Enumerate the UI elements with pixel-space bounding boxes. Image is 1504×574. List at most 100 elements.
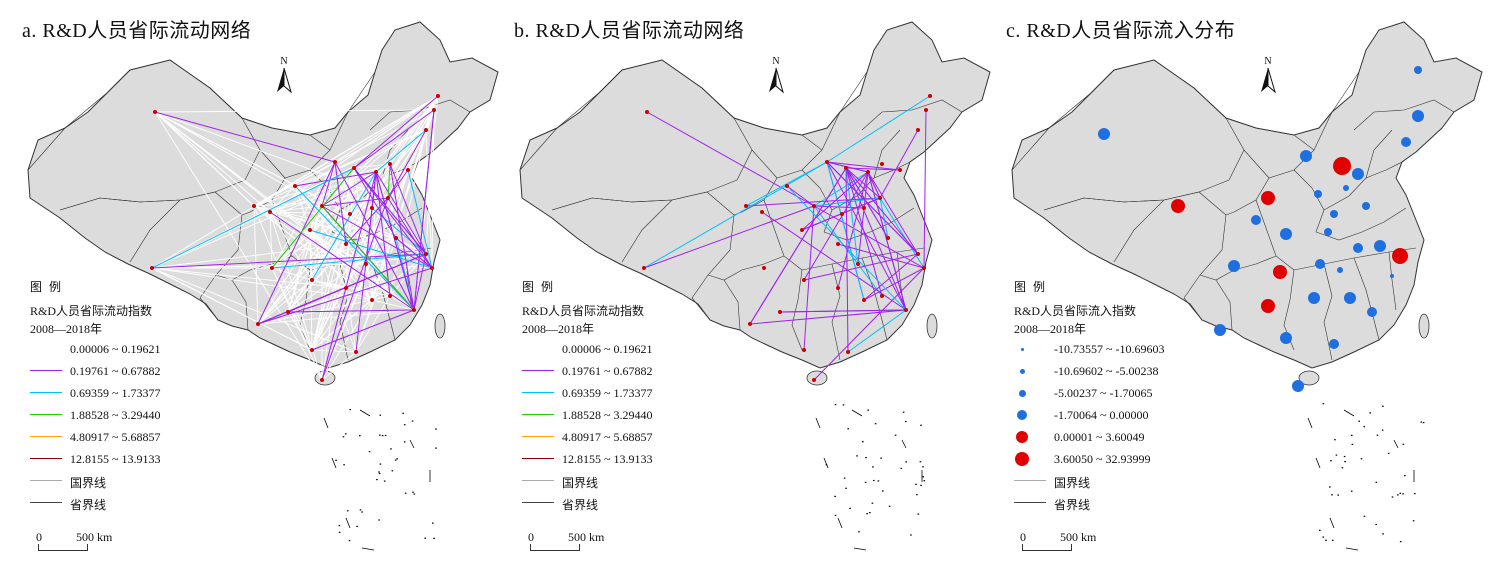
island-dot [872,466,874,468]
flow-line [879,129,919,199]
flow-line [321,161,336,207]
flow-network [642,94,932,382]
province-boundary [129,199,181,263]
province-node [388,294,392,298]
province-node [898,168,902,172]
island-dot [1319,529,1321,531]
province-node [904,308,908,312]
legend-class-row: 0.19761 ~ 0.67882 [522,364,762,378]
island-dot [383,480,386,482]
legend-class-label: 0.00006 ~ 0.19621 [70,342,161,356]
island-dot [880,457,882,459]
legend-national-border-row: 国界线 [522,474,762,490]
legend-class-row: -1.70064 ~ 0.00000 [1014,408,1254,422]
legend-class-label: 0.00006 ~ 0.19621 [562,342,653,356]
island-dot [905,461,907,463]
legend-class-label: -1.70064 ~ 0.00000 [1054,408,1149,422]
province-node [744,204,748,208]
island-dot [882,490,884,492]
province-node [310,348,314,352]
island-dot [342,436,345,438]
legend-national-border-swatch [30,480,62,481]
island-dot [432,522,434,524]
flow-line [749,167,847,325]
flow-line [154,111,323,381]
province-node [866,170,870,174]
province-boundary [1365,129,1393,179]
legend-provincial-border-label: 省界线 [562,498,599,512]
province-node [252,204,256,208]
negative-inflow-bubble [1214,324,1226,336]
flow-line [253,205,259,325]
map-panel-c: c. R&D人员省际流入分布 N 图 例 R&D人员省际流入指数 2008—20… [994,0,1484,574]
province-node [836,286,840,290]
flow-line [353,109,435,169]
island-dot [1414,493,1416,495]
island-dot [412,491,414,493]
flow-line [845,167,883,297]
negative-inflow-bubble [1337,267,1343,273]
island-dot [396,458,398,460]
province-node [924,108,928,112]
island-dot [359,435,361,437]
negative-inflow-bubble [1343,185,1349,191]
north-label: N [280,56,288,67]
nine-dash-segment [1315,457,1321,469]
legend-provincial-border-label: 省界线 [1054,498,1091,512]
scale-distance: 500 km [1060,530,1097,544]
province-node [432,108,436,112]
province-boundary [299,269,311,351]
flow-line [837,171,869,289]
flow-line [353,95,439,169]
island-dot [1343,455,1346,458]
island-dot [1360,458,1363,460]
flow-line [786,185,815,207]
flow-line [371,129,427,209]
province-boundary [1323,263,1333,361]
base-map [519,21,991,551]
legend-class-label: -10.69602 ~ -5.00238 [1054,364,1159,378]
nine-dash-segment [823,457,829,469]
flow-line [826,161,865,301]
island-dot [1375,481,1378,483]
flow-line [253,205,415,311]
legend-national-border-label: 国界线 [562,476,599,490]
legend-dot-swatch [1020,347,1024,351]
flow-line [151,263,367,269]
island-dot [1330,460,1332,462]
flow-line [253,129,427,207]
island-dot [356,525,358,527]
taiwan-island [434,313,446,339]
province-node [293,184,297,188]
flow-line [257,95,439,325]
china-map-b [519,21,991,551]
legend-heading: 图 例 [30,280,64,294]
legend-provincial-border-swatch [522,502,554,503]
flow-line [269,211,351,215]
flow-line [371,253,427,301]
flow-line [375,129,427,173]
legend-line-swatch [30,436,62,437]
flow-line [845,167,881,199]
province-node [354,350,358,354]
island-dot [845,487,847,489]
scale-distance: 500 km [76,530,113,544]
flow-line [643,205,815,269]
flow-line [154,111,255,207]
province-node [256,322,260,326]
flow-line [389,163,427,255]
flow-line [257,253,427,325]
island-dot [842,404,845,406]
legend-class-label: 1.88528 ~ 3.29440 [562,408,653,422]
island-dot [403,441,406,443]
legend-class-label: 0.19761 ~ 0.67882 [70,364,161,378]
legend-line-swatch [30,392,62,393]
legend-national-border-row: 国界线 [30,474,270,490]
island-dot [1420,421,1423,423]
flow-line [154,109,435,113]
legend-class-row: 0.00001 ~ 3.60049 [1014,430,1254,444]
flow-line [321,197,389,381]
flow-line [349,213,367,265]
negative-inflow-bubble [1280,228,1292,240]
flow-line [334,95,439,163]
